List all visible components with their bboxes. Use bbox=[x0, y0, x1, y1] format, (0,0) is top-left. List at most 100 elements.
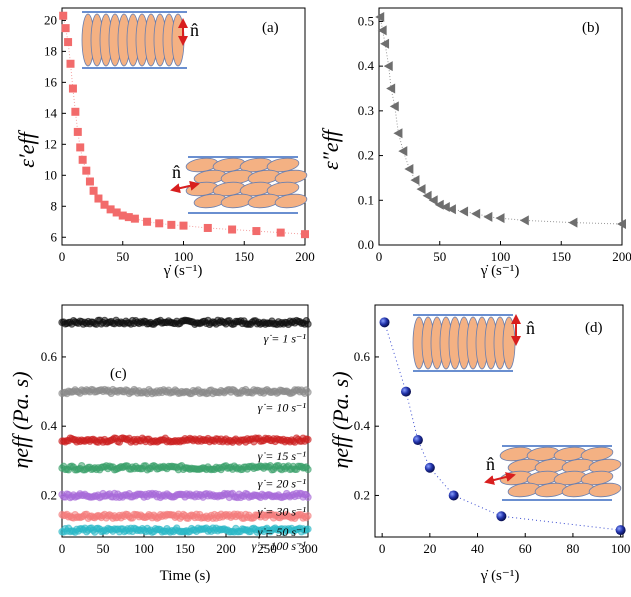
marks-b bbox=[375, 11, 626, 229]
panel-a: 0 50 100 150 200 6 8 10 12 14 16 18 20 (a) ε′eff γ̇ … bbox=[14, 7, 315, 279]
data-point bbox=[568, 217, 578, 228]
data-point bbox=[398, 146, 408, 157]
data-point bbox=[496, 511, 507, 522]
y-axis-label-a: ε′eff bbox=[14, 129, 39, 167]
data-point bbox=[483, 211, 493, 222]
molecule bbox=[274, 193, 308, 209]
data-point bbox=[252, 227, 261, 236]
data-point bbox=[301, 230, 309, 239]
x-axis-label-b: γ̇ (s⁻¹) bbox=[480, 263, 520, 279]
series-label: γ̇ = 10 s⁻¹ bbox=[258, 401, 307, 415]
data-point bbox=[304, 525, 312, 533]
y-tick-label: 18 bbox=[44, 43, 57, 58]
y-tick-label: 0.4 bbox=[41, 418, 58, 433]
series-labels-c: γ̇ = 1 s⁻¹ γ̇ = 10 s⁻¹ γ̇ = 15 s⁻¹ γ̇ = 20 … bbox=[252, 331, 307, 553]
x-tick-label: 100 bbox=[491, 249, 511, 264]
y-tick-label: 0.5 bbox=[358, 13, 374, 28]
y-tick-label: 10 bbox=[44, 167, 57, 182]
axes-b: 0 50 100 150 200 0.0 0.1 0.2 0.3 0.4 0.5 bbox=[358, 13, 631, 264]
y-tick-label: 8 bbox=[51, 198, 58, 213]
series-5 bbox=[58, 510, 312, 522]
data-point bbox=[446, 204, 456, 215]
inset-vertical-alignment-d bbox=[412, 314, 516, 372]
y-tick-label: 0.6 bbox=[41, 349, 58, 364]
plot-frame bbox=[374, 304, 624, 538]
data-point bbox=[68, 84, 77, 93]
x-tick-label: 50 bbox=[97, 541, 110, 556]
y-tick-label: 20 bbox=[44, 12, 57, 27]
data-point bbox=[106, 205, 115, 214]
director-label-d2: n̂ bbox=[486, 454, 495, 474]
x-tick-label: 80 bbox=[566, 541, 579, 556]
data-point bbox=[167, 220, 176, 229]
series-label: γ̇ = 20 s⁻¹ bbox=[258, 477, 307, 491]
data-point bbox=[404, 163, 414, 174]
x-axis-label-c: Time (s) bbox=[160, 568, 211, 584]
data-point bbox=[64, 38, 73, 47]
y-tick-label: 0.6 bbox=[354, 349, 371, 364]
molecule bbox=[502, 316, 516, 370]
data-point bbox=[82, 166, 91, 175]
data-point bbox=[471, 208, 481, 219]
director-label-a1: n̂ bbox=[190, 20, 199, 40]
data-point bbox=[76, 143, 85, 152]
data-point bbox=[73, 127, 82, 136]
x-tick-label: 200 bbox=[295, 249, 315, 264]
series-label: γ̇ = 15 s⁻¹ bbox=[258, 449, 307, 463]
fit-line bbox=[62, 15, 306, 235]
molecule bbox=[580, 446, 614, 462]
axes-c: 0 50 100 150 200 250 300 0.2 0.4 0.6 bbox=[41, 349, 318, 556]
panel-label-c: (c) bbox=[110, 366, 127, 382]
fit-line bbox=[379, 16, 623, 225]
data-point bbox=[304, 493, 312, 501]
data-point bbox=[416, 184, 426, 195]
data-point bbox=[393, 128, 403, 139]
series-label: γ̇ = 50 s⁻¹ bbox=[258, 525, 307, 539]
panel-label-b: (b) bbox=[582, 20, 600, 36]
data-point bbox=[155, 219, 164, 228]
data-point bbox=[118, 211, 127, 220]
series-2 bbox=[58, 434, 312, 446]
x-tick-label: 150 bbox=[235, 249, 255, 264]
x-axis-label-a: γ̇ (s⁻¹) bbox=[163, 263, 203, 279]
x-tick-label: 40 bbox=[471, 541, 484, 556]
x-tick-label: 200 bbox=[612, 249, 631, 264]
data-point bbox=[379, 317, 390, 328]
x-tick-label: 300 bbox=[298, 541, 318, 556]
data-point bbox=[617, 218, 626, 229]
data-point bbox=[143, 217, 152, 226]
x-tick-label: 250 bbox=[257, 541, 277, 556]
curve-a bbox=[62, 15, 306, 235]
series-1 bbox=[58, 385, 312, 398]
x-tick-label: 20 bbox=[423, 541, 436, 556]
y-axis-label-d: ηeff (Pa. s) bbox=[328, 371, 353, 468]
panel-label-d: (d) bbox=[585, 320, 603, 336]
panel-label-a: (a) bbox=[262, 20, 279, 36]
data-point bbox=[412, 435, 423, 446]
data-point bbox=[59, 11, 68, 20]
director-arrow-d2 bbox=[484, 472, 516, 485]
plot-frame bbox=[378, 7, 623, 246]
series-6 bbox=[58, 524, 312, 536]
y-tick-label: 0.2 bbox=[41, 487, 57, 502]
data-point bbox=[615, 525, 626, 536]
data-point bbox=[380, 38, 390, 49]
data-point bbox=[410, 175, 420, 186]
x-tick-label: 100 bbox=[134, 541, 154, 556]
y-tick-label: 0.2 bbox=[354, 487, 370, 502]
y-tick-label: 0.0 bbox=[358, 237, 374, 252]
series-label: γ̇ = 100 s⁻¹ bbox=[252, 539, 307, 553]
data-point bbox=[276, 228, 285, 237]
molecule bbox=[266, 181, 300, 197]
data-point bbox=[448, 490, 459, 501]
marks-c bbox=[58, 316, 312, 536]
x-tick-label: 100 bbox=[611, 541, 631, 556]
inset-horizontal-alignment-d bbox=[499, 445, 622, 501]
data-point bbox=[304, 388, 312, 396]
y-axis-label-c: ηeff (Pa. s) bbox=[8, 371, 33, 468]
data-point bbox=[94, 194, 103, 203]
inset-horizontal-alignment-a bbox=[185, 156, 308, 214]
data-point bbox=[78, 155, 87, 164]
data-point bbox=[383, 61, 393, 72]
